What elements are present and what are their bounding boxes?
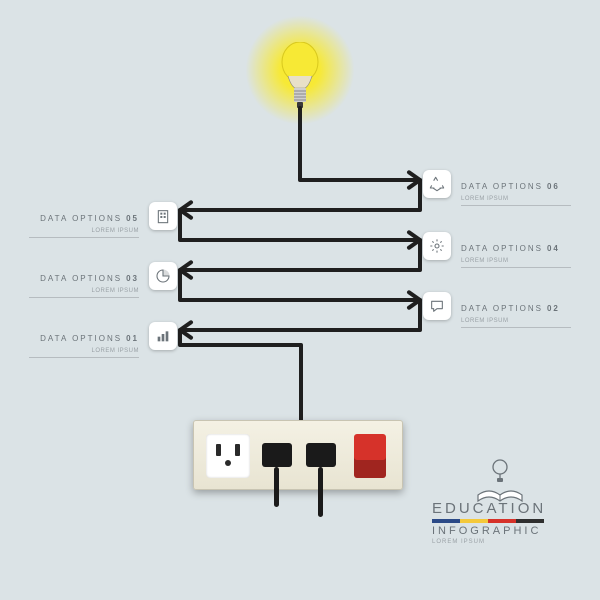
option-subtext: LOREM IPSUM xyxy=(27,348,139,355)
building-icon xyxy=(149,202,177,230)
title-stripe xyxy=(432,519,544,523)
option-underline xyxy=(461,205,571,206)
title-line3: LOREM IPSUM xyxy=(432,539,546,545)
book-bulb-icon xyxy=(475,455,525,503)
option-underline xyxy=(29,297,139,298)
option-subtext: LOREM IPSUM xyxy=(461,258,573,265)
title-line1: EDUCATION xyxy=(432,500,546,517)
option-number: 04 xyxy=(547,244,560,253)
option-number: 01 xyxy=(126,334,139,343)
plug-cord-1 xyxy=(274,467,279,507)
data-option-02: DATA OPTIONS 02 LOREM IPSUM xyxy=(423,298,573,328)
recycle-icon xyxy=(423,170,451,198)
gear-icon xyxy=(423,232,451,260)
bars-icon xyxy=(149,322,177,350)
data-option-04: DATA OPTIONS 04 LOREM IPSUM xyxy=(423,238,573,268)
option-underline xyxy=(461,267,571,268)
option-underline xyxy=(461,327,571,328)
option-number: 03 xyxy=(126,274,139,283)
option-number: 05 xyxy=(126,214,139,223)
title-line2: INFOGRAPHIC xyxy=(432,525,546,537)
option-label: DATA OPTIONS xyxy=(40,214,122,223)
option-underline xyxy=(29,357,139,358)
option-subtext: LOREM IPSUM xyxy=(461,318,573,325)
option-subtext: LOREM IPSUM xyxy=(27,288,139,295)
option-label: DATA OPTIONS xyxy=(461,182,543,191)
option-number: 02 xyxy=(547,304,560,313)
plug-cord-2 xyxy=(318,467,323,517)
option-number: 06 xyxy=(547,182,560,191)
option-underline xyxy=(29,237,139,238)
option-label: DATA OPTIONS xyxy=(461,304,543,313)
lightbulb-icon xyxy=(278,42,322,122)
chat-icon xyxy=(423,292,451,320)
plug-1 xyxy=(262,443,292,467)
option-label: DATA OPTIONS xyxy=(461,244,543,253)
option-label: DATA OPTIONS xyxy=(40,334,122,343)
pie-icon xyxy=(149,262,177,290)
infographic-canvas: DATA OPTIONS 06 LOREM IPSUM DATA OPTIONS 05 L… xyxy=(0,0,600,600)
socket-1 xyxy=(206,434,250,478)
data-option-06: DATA OPTIONS 06 LOREM IPSUM xyxy=(423,176,573,206)
data-option-03: DATA OPTIONS 03 LOREM IPSUM xyxy=(27,268,177,298)
option-label: DATA OPTIONS xyxy=(40,274,122,283)
option-subtext: LOREM IPSUM xyxy=(461,196,573,203)
title-block: EDUCATION INFOGRAPHIC LOREM IPSUM xyxy=(432,500,546,545)
option-subtext: LOREM IPSUM xyxy=(27,228,139,235)
power-switch[interactable] xyxy=(354,434,386,478)
data-option-01: DATA OPTIONS 01 LOREM IPSUM xyxy=(27,328,177,358)
data-option-05: DATA OPTIONS 05 LOREM IPSUM xyxy=(27,208,177,238)
power-strip xyxy=(193,420,403,490)
plug-2 xyxy=(306,443,336,467)
